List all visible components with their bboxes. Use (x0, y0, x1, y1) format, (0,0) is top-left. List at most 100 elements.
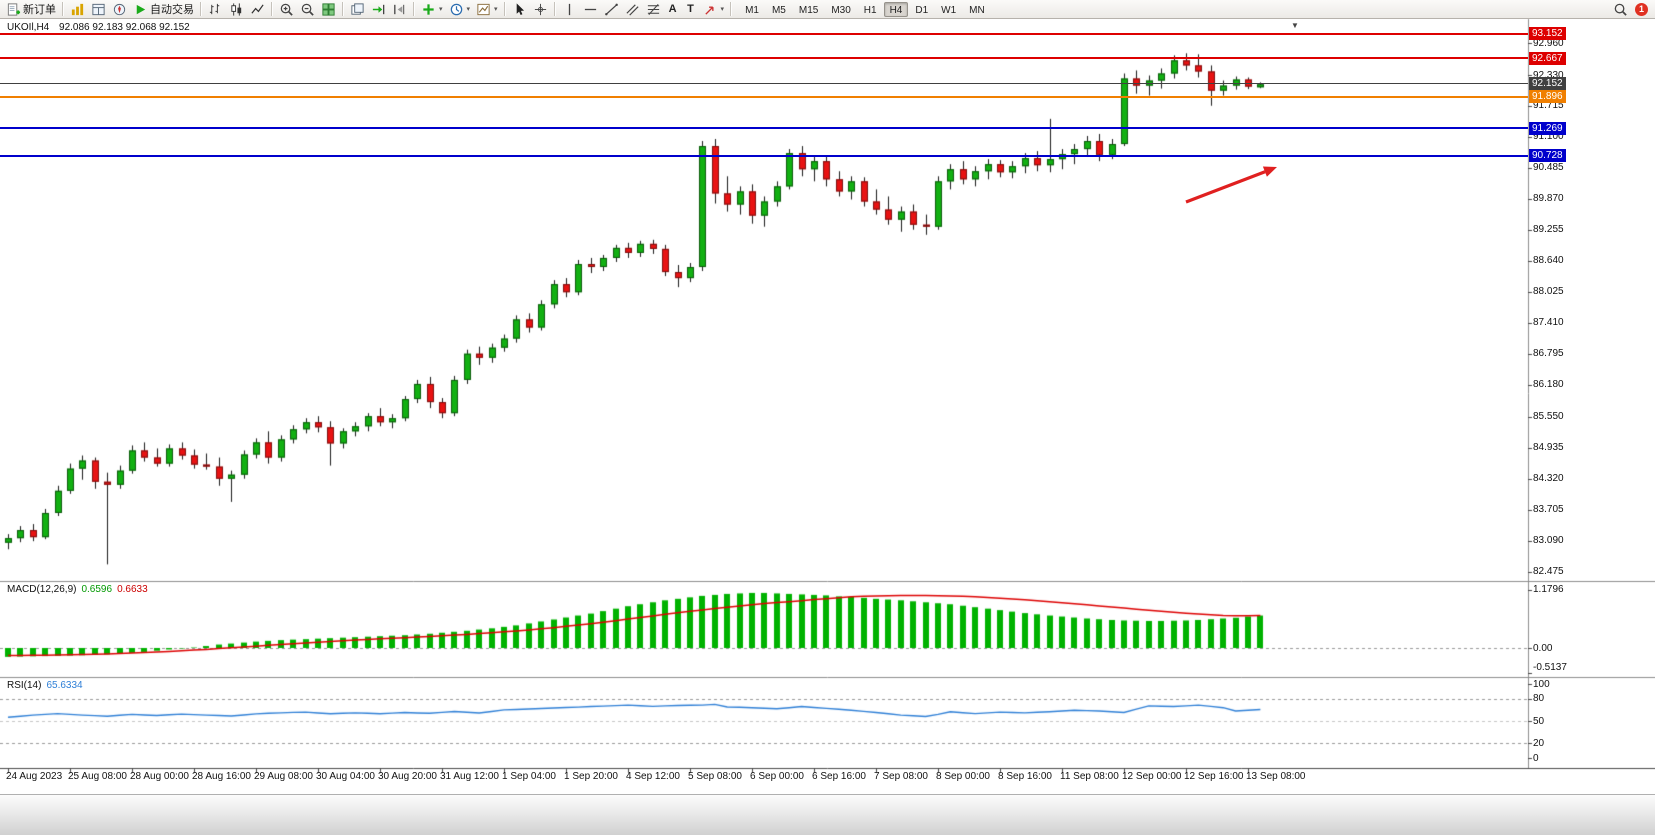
dropdown-caret-icon: ▾ (466, 6, 471, 13)
chart-shift-marker[interactable]: ▼ (1291, 21, 1299, 30)
time-axis-label: 4 Sep 12:00 (626, 771, 680, 782)
support-line-blue-2[interactable] (0, 154, 1528, 157)
trend-arrow-annotation[interactable] (1180, 158, 1284, 210)
data-window-button[interactable] (88, 1, 109, 18)
timeframe-button-mn[interactable]: MN (963, 2, 991, 17)
label-button[interactable]: T (682, 1, 700, 18)
time-axis-label: 24 Aug 2023 (6, 771, 63, 782)
timeframe-button-m30[interactable]: M30 (825, 2, 856, 17)
timeframe-button-h4[interactable]: H4 (883, 1, 909, 17)
equidistant-channel-button[interactable] (622, 1, 643, 18)
price-axis-label: 89.255 (1533, 224, 1564, 236)
bar-chart-button[interactable] (205, 1, 226, 18)
indicators-icon (421, 2, 436, 17)
cursor-button[interactable] (509, 1, 530, 18)
navigator-icon (112, 2, 127, 17)
tile-windows-button[interactable] (318, 1, 339, 18)
vertical-line-button[interactable] (559, 1, 580, 18)
rsi-indicator-label: RSI(14) 65.6334 (7, 680, 83, 691)
time-axis-label: 6 Sep 16:00 (812, 771, 866, 782)
templates-button[interactable]: ▾ (473, 1, 501, 18)
auto-scroll-icon (371, 2, 386, 17)
new-order-button[interactable]: 新订单 (3, 1, 59, 18)
candlestick-chart-button[interactable] (226, 1, 247, 18)
rsi-name: RSI(14) (7, 680, 42, 691)
time-axis-label: 8 Sep 00:00 (936, 771, 990, 782)
timeframe-button-h1[interactable]: H1 (858, 2, 883, 17)
ohlc-text: 92.086 92.183 92.068 92.152 (59, 22, 190, 33)
price-axis-label: 92.960 (1533, 37, 1564, 49)
toolbar-separator (730, 2, 733, 16)
price-axis-label: 91.715 (1533, 100, 1564, 112)
rsi-axis-label: 0 (1533, 752, 1539, 764)
time-axis-label: 30 Aug 20:00 (378, 771, 437, 782)
indicators-button[interactable]: ▾ (418, 1, 446, 18)
support-line-blue-1[interactable] (0, 127, 1528, 130)
text-button[interactable]: A (664, 1, 682, 18)
resistance-line-lower[interactable] (0, 57, 1528, 59)
time-axis-label: 28 Aug 16:00 (192, 771, 251, 782)
trendline-button[interactable] (601, 1, 622, 18)
symbol-ohlc-label: UKOIl,H4 92.086 92.183 92.068 92.152 (7, 22, 190, 33)
time-axis-label: 12 Sep 16:00 (1184, 771, 1244, 782)
market-watch-button[interactable] (67, 1, 88, 18)
arrows-button[interactable]: ▾ (700, 1, 728, 18)
periods-button[interactable]: ▾ (446, 1, 474, 18)
data-window-icon (91, 2, 106, 17)
timeframe-button-w1[interactable]: W1 (935, 2, 962, 17)
line-chart-button[interactable] (247, 1, 268, 18)
zoom-in-icon (279, 2, 294, 17)
zoom-out-button[interactable] (297, 1, 318, 18)
time-axis-label: 12 Sep 00:00 (1122, 771, 1182, 782)
rsi-value: 65.6334 (46, 680, 83, 691)
price-badge-92.152: 92.152 (1529, 77, 1566, 91)
new-order-icon (6, 2, 21, 17)
timeframe-button-m15[interactable]: M15 (793, 2, 824, 17)
macd-name: MACD(12,26,9) (7, 584, 77, 595)
support-line-orange[interactable] (0, 95, 1528, 98)
horizontal-line-button[interactable] (580, 1, 601, 18)
time-axis-label: 5 Sep 08:00 (688, 771, 742, 782)
chart-shift-button[interactable] (389, 1, 410, 18)
resistance-line-upper[interactable] (0, 32, 1528, 35)
tile-windows-icon (321, 2, 336, 17)
price-axis-label: 88.640 (1533, 255, 1564, 267)
timeframe-button-m1[interactable]: M1 (739, 2, 765, 17)
toolbar: 新订单 自动交易 ▾ ▾ ▾ A T ▾ M1 M5 M15 M30 H1 H4 D1 W1 MN 1 (0, 0, 1655, 19)
toolbar-separator (200, 2, 202, 16)
time-axis-label: 28 Aug 00:00 (130, 771, 189, 782)
cascade-windows-button[interactable] (347, 1, 368, 18)
label-button-glyph: T (687, 3, 694, 15)
crosshair-button[interactable] (530, 1, 551, 18)
timeframe-toolbar: M1 M5 M15 M30 H1 H4 D1 W1 MN (739, 1, 991, 17)
dropdown-caret-icon: ▾ (494, 6, 498, 13)
toolbar-separator (342, 2, 344, 16)
time-axis-label: 1 Sep 20:00 (564, 771, 618, 782)
notification-badge[interactable]: 1 (1635, 2, 1648, 16)
time-axis-label: 30 Aug 04:00 (316, 771, 375, 782)
timeframe-button-d1[interactable]: D1 (909, 2, 934, 17)
templates-icon (476, 2, 491, 17)
search-button[interactable] (1610, 1, 1631, 18)
timeframe-button-m5[interactable]: M5 (766, 2, 792, 17)
candlestick-icon (229, 2, 244, 17)
autotrading-button[interactable]: 自动交易 (130, 1, 197, 18)
horizontal-scrollbar[interactable] (0, 794, 1655, 835)
current-price-line (0, 83, 1528, 85)
zoom-in-button[interactable] (276, 1, 297, 18)
zoom-out-icon (300, 2, 315, 17)
hline-icon (583, 2, 598, 17)
price-axis-label: 86.180 (1533, 379, 1564, 391)
toolbar-separator (271, 2, 273, 16)
channel-icon (625, 2, 640, 17)
navigator-button[interactable] (109, 1, 130, 18)
text-button-glyph: A (668, 3, 677, 15)
macd-indicator-label: MACD(12,26,9) 0.6596 0.6633 (7, 584, 148, 595)
rsi-axis-label: 100 (1533, 678, 1550, 690)
price-axis-label: 91.100 (1533, 131, 1564, 143)
auto-scroll-button[interactable] (368, 1, 389, 18)
dropdown-caret-icon: ▾ (720, 6, 725, 13)
fibonacci-button[interactable] (643, 1, 664, 18)
shapes-icon (703, 2, 718, 17)
